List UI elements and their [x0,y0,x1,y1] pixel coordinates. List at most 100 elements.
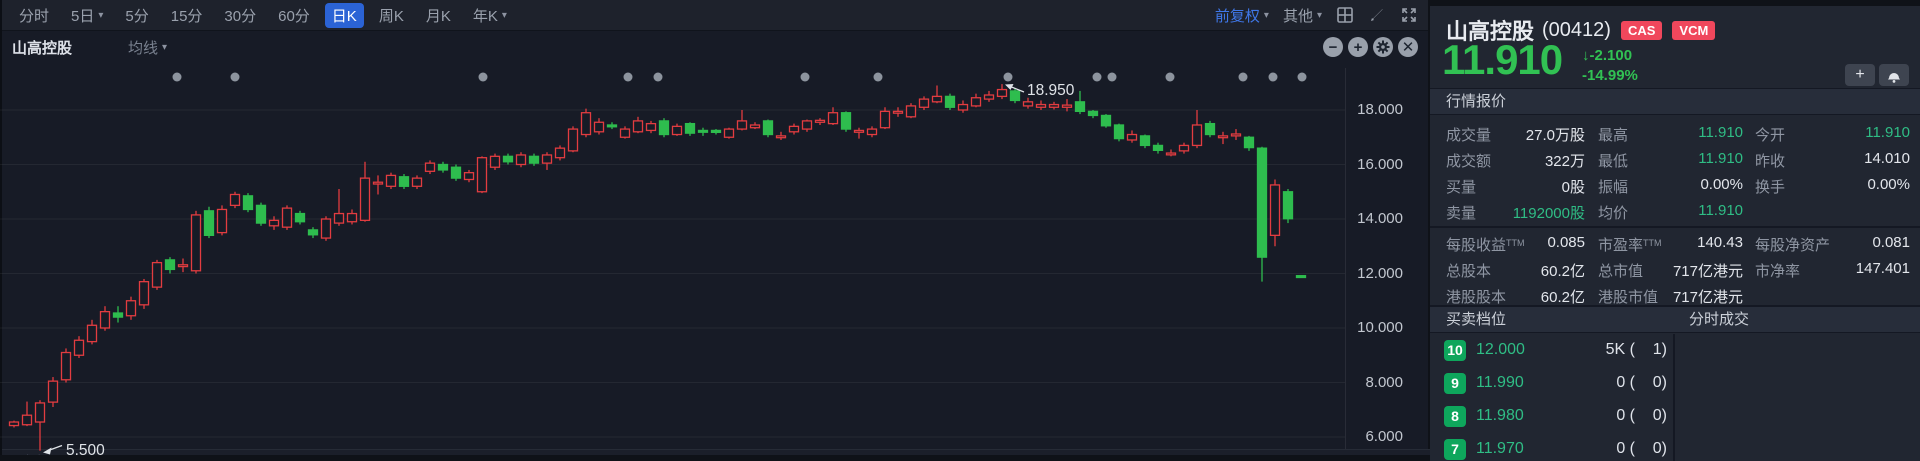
quote-section-header: 行情报价 [1430,88,1920,115]
quote-label: 每股净资产 [1755,237,1831,254]
chart-control-buttons: − + ✕ [1323,37,1418,57]
price-axis-tick: 12.000 [1357,264,1403,282]
quote-label-sub: TTM [1643,238,1662,248]
price-axis-tick: 10.000 [1357,319,1403,336]
chart-settings-button[interactable] [1373,37,1393,57]
period-tab-15分[interactable]: 15分 [170,7,203,25]
quote-value: 717亿港元 [1672,263,1743,280]
quote-value: 60.2亿 [1540,263,1585,280]
quote-label: 买量 [1446,179,1477,196]
chevron-down-icon: ▾ [1263,9,1269,21]
price-axis-tick: 18.000 [1357,101,1403,118]
ma-label: 均线 [128,39,159,57]
price-axis-tick: 8.000 [1365,373,1403,391]
period-tab-日K[interactable]: 日K [324,2,364,28]
quote-value: 11.910 [1698,202,1743,219]
quote-value: 14.010 [1864,150,1910,167]
period-tab-5日[interactable]: 5日 ▾ [71,7,104,25]
order-book-row[interactable]: 7 11.970 0 ( 0) [1430,437,1673,461]
order-book-row[interactable]: 10 12.000 5K ( 1) [1430,338,1673,364]
price-axis-tick: 16.000 [1357,155,1403,173]
period-toolbar: 分时 5日 ▾ 5分 15分 30分 60分 日K 周K 月K 年K ▾ 前复权 ▾ 其他 ▾ [2,0,1428,31]
quote-header: 山高控股 (00412) CAS VCM 11.910 ↓-2.100 -14.… [1430,6,1920,88]
period-tab-周K[interactable]: 周K [378,7,404,25]
stock-code: (00412) [1542,18,1611,41]
quote-label: 振幅 [1598,179,1629,196]
quote-value: 60.2亿 [1540,289,1585,306]
quote-value: 0.081 [1872,234,1910,251]
period-tab-30分[interactable]: 30分 [224,7,257,25]
chart-symbol-label: 山高控股 [12,39,73,57]
quote-label: 今开 [1755,127,1786,144]
stock-name: 山高控股 [1446,19,1535,44]
period-tab-5分[interactable]: 5分 [125,7,149,25]
quote-value: 147.401 [1855,260,1910,277]
quote-value: 0.00% [1867,176,1910,193]
period-tab-list: 分时 5日 ▾ 5分 15分 30分 60分 日K 周K 月K 年K ▾ [12,2,522,28]
quote-label: 最高 [1598,127,1629,144]
tape-title: 分时成交 [1689,311,1750,328]
add-to-watchlist-button[interactable]: + [1845,64,1875,86]
ma-line-dropdown[interactable]: 均线 ▾ [128,37,167,58]
period-tab-分时[interactable]: 分时 [19,7,50,25]
order-book: 10 12.000 5K ( 1) 9 11.990 0 ( 0) 8 11.980 0 ( 0… [1430,334,1673,461]
down-arrow-icon: ↓ [1582,47,1590,64]
price-alert-button[interactable] [1879,64,1909,86]
period-tab-月K[interactable]: 月K [425,7,451,25]
close-chart-button[interactable]: ✕ [1398,37,1418,57]
quote-value: 27.0万股 [1525,127,1585,144]
quote-label: 均价 [1598,205,1629,222]
chevron-down-icon: ▾ [1316,9,1322,21]
quote-label: 成交额 [1446,153,1492,170]
period-tab-60分[interactable]: 60分 [278,7,310,25]
period-tab-年K[interactable]: 年K ▾ [472,7,507,25]
other-dropdown[interactable]: 其他 ▾ [1283,5,1322,26]
gear-icon [1376,40,1390,54]
change-value: -2.100 [1589,47,1633,64]
quote-label-sub: TTM [1506,238,1525,248]
quote-row: 总股本 60.2亿 总市值 717亿港元 市净率 147.401 [1430,256,1920,283]
grid-layout-icon[interactable] [1336,6,1354,24]
quote-row: 成交额 322万 最低 11.910 昨收 14.010 [1430,146,1920,173]
quote-value: 11.910 [1698,150,1743,167]
quote-value: 322万 [1544,153,1585,170]
order-book-row[interactable]: 9 11.990 0 ( 0) [1430,371,1673,397]
quote-value: 0.085 [1547,234,1585,251]
quote-value: 0.00% [1700,176,1743,193]
book-size: 0 ( 0) [1616,374,1667,391]
quote-label: 港股市值 [1598,289,1659,306]
quote-label: 成交量 [1446,127,1492,144]
quote-row: 每股收益 TTM 0.085 市盈率 TTM 140.43 每股净资产 0.081 [1430,230,1920,257]
cas-badge: CAS [1620,20,1663,40]
book-level-badge: 7 [1444,439,1466,460]
drawing-brush-icon[interactable] [1368,6,1386,24]
quote-label: 市净率 [1755,263,1801,280]
quote-label: 最低 [1598,153,1629,170]
quote-value: 140.43 [1697,234,1743,251]
bell-icon [1888,72,1900,83]
adjust-mode-label: 前复权 [1214,7,1260,25]
volume-pane-clipped: 成交量 [2,449,1430,455]
book-level-badge: 10 [1444,340,1466,361]
fullscreen-icon[interactable] [1400,6,1418,24]
price-change: ↓-2.100 -14.99% [1582,46,1638,86]
adjust-mode-dropdown[interactable]: 前复权 ▾ [1215,5,1269,26]
zoom-in-button[interactable]: + [1348,37,1368,57]
volume-pane-label: 成交量 [20,451,1430,455]
quote-row: 港股股本 60.2亿 港股市值 717亿港元 [1430,282,1920,309]
quote-label: 每股收益 TTM [1446,237,1525,254]
quote-value: 11.910 [1698,124,1743,141]
bottom-section-header: 买卖档位 分时成交 详 [1430,306,1920,333]
change-percent: -14.99% [1582,67,1638,84]
quote-label: 港股股本 [1446,289,1507,306]
quote-label: 总市值 [1598,263,1644,280]
price-axis-tick: 6.000 [1365,428,1403,445]
book-price: 11.980 [1476,407,1524,424]
zoom-out-button[interactable]: − [1323,37,1343,57]
book-size: 0 ( 0) [1616,440,1667,457]
other-label: 其他 [1282,7,1313,25]
chart-symbol-row: 山高控股 均线 ▾ − + ✕ [2,32,1428,62]
divider [1430,226,1920,228]
order-book-row[interactable]: 8 11.980 0 ( 0) [1430,404,1673,430]
order-book-title: 买卖档位 [1446,311,1507,328]
